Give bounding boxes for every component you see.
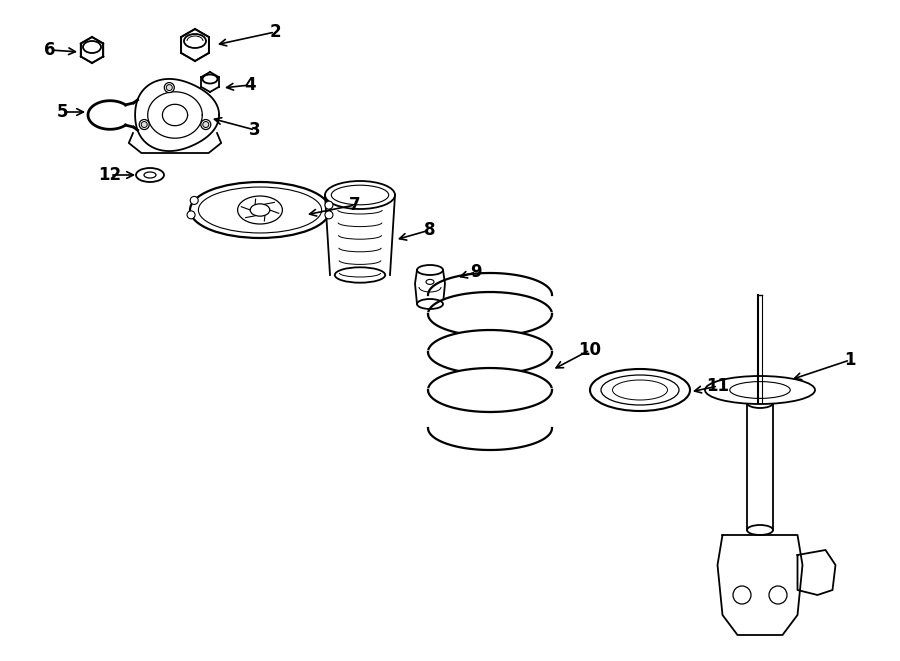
Text: 4: 4 [244,76,256,94]
Circle shape [140,120,149,130]
Circle shape [165,83,175,93]
Circle shape [201,120,211,130]
Ellipse shape [417,299,443,309]
Ellipse shape [590,369,690,411]
Text: 7: 7 [349,196,361,214]
Text: 8: 8 [424,221,436,239]
Polygon shape [428,330,552,374]
Polygon shape [81,37,104,63]
Circle shape [325,201,333,209]
Ellipse shape [747,525,773,535]
Polygon shape [181,29,209,61]
Circle shape [202,122,209,128]
Polygon shape [797,550,835,595]
Polygon shape [129,133,221,153]
Circle shape [141,122,148,128]
Ellipse shape [325,181,395,209]
Text: 9: 9 [470,263,482,281]
Text: 1: 1 [844,351,856,369]
Ellipse shape [202,75,218,83]
Text: 11: 11 [706,377,730,395]
Polygon shape [717,535,803,635]
Circle shape [190,196,198,204]
Polygon shape [162,104,187,126]
Text: 6: 6 [44,41,56,59]
Circle shape [769,586,787,604]
Ellipse shape [184,34,206,48]
Text: 3: 3 [249,121,261,139]
Polygon shape [135,79,219,151]
Circle shape [166,85,172,91]
Ellipse shape [83,41,101,53]
Polygon shape [428,292,552,336]
Ellipse shape [417,265,443,275]
Polygon shape [202,72,219,92]
Polygon shape [415,270,445,304]
Circle shape [187,211,195,219]
Text: 2: 2 [269,23,281,41]
Text: 12: 12 [98,166,122,184]
Circle shape [325,211,333,219]
Ellipse shape [705,376,815,404]
Ellipse shape [238,196,283,224]
Ellipse shape [136,168,164,182]
Polygon shape [428,368,552,412]
Text: 5: 5 [56,103,68,121]
Ellipse shape [335,267,385,283]
Ellipse shape [331,185,389,205]
Circle shape [733,586,751,604]
Ellipse shape [190,182,330,238]
Text: 10: 10 [579,341,601,359]
